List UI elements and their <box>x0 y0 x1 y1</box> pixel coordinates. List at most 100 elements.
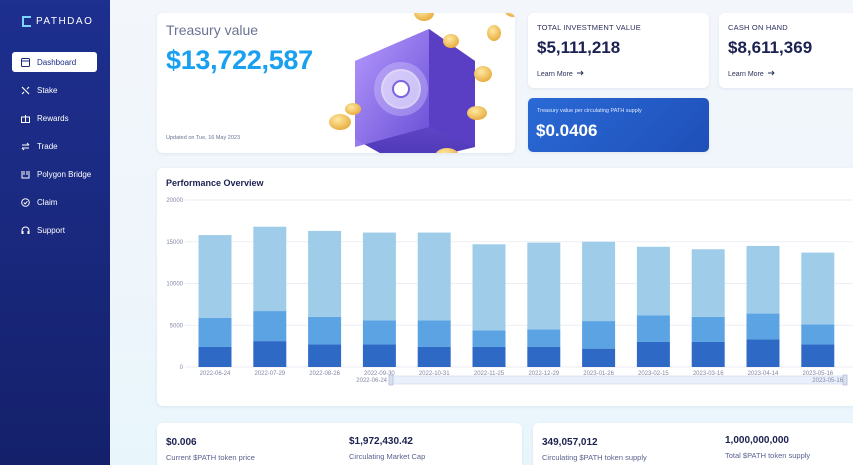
bar-segment <box>582 321 616 349</box>
x-tick-label: 2022-08-26 <box>309 371 340 377</box>
total-supply-value: 1,000,000,000 <box>725 435 789 446</box>
x-tick-label: 2023-02-15 <box>638 371 669 377</box>
bar-segment <box>472 346 506 367</box>
brand-name: PATHDAO <box>36 16 94 27</box>
sidebar-item-label: Rewards <box>37 113 69 123</box>
zoom-slider-track <box>388 375 848 385</box>
x-tick-label: 2022-10-31 <box>419 371 450 377</box>
bar-segment <box>746 339 780 367</box>
bar-segment <box>472 244 506 331</box>
treasury-updated: Updated on Tue, 16 May 2023 <box>166 135 240 141</box>
sidebar-item-label: Dashboard <box>37 57 77 67</box>
zoom-slider-handle-left[interactable] <box>388 374 394 386</box>
performance-chart: 0 5000 10000 15000 20000 2022-06-24 2022-07-29… <box>166 198 853 386</box>
cash-on-hand-card: CASH ON HAND $8,611,369 Learn More <box>719 13 853 88</box>
bar-segment <box>308 344 342 367</box>
x-tick-label: 2023-04-14 <box>748 371 779 377</box>
x-tick-label: 2023-05-16 <box>802 371 833 377</box>
logo-icon <box>22 16 31 27</box>
market-cap-value: $1,972,430.42 <box>349 436 413 447</box>
bar-segment <box>417 320 451 347</box>
cash-learn-more-link[interactable]: Learn More <box>728 70 775 78</box>
investment-value: $5,111,218 <box>537 38 621 57</box>
sidebar-item-label: Stake <box>37 85 58 95</box>
y-tick-label: 15000 <box>166 240 183 246</box>
sidebar-item-label: Polygon Bridge <box>37 169 92 179</box>
bar-segment <box>691 249 725 317</box>
stake-icon <box>21 86 30 95</box>
treasury-per-path-card: Treasury value per circulating PATH supp… <box>528 98 709 152</box>
check-circle-icon <box>21 197 30 207</box>
sidebar-item-polygon-bridge[interactable]: Polygon Bridge <box>12 164 97 184</box>
bar-segment <box>527 242 561 330</box>
bar-segment <box>582 348 616 367</box>
x-tick-label: 2022-09-30 <box>364 371 395 377</box>
sidebar-nav: Dashboard Stake Rewards Trade Polygon Br… <box>12 52 97 248</box>
sidebar-item-rewards[interactable]: Rewards <box>12 108 97 128</box>
zoom-slider-handle-right[interactable] <box>842 374 848 386</box>
investment-learn-more-link[interactable]: Learn More <box>537 70 584 78</box>
y-tick-label: 0 <box>180 365 184 371</box>
sidebar-item-claim[interactable]: Claim <box>12 192 97 212</box>
bar-segment <box>801 252 835 325</box>
performance-title: Performance Overview <box>166 178 264 188</box>
bar-segment <box>198 235 232 318</box>
bar-segment <box>362 320 396 345</box>
learn-more-label: Learn More <box>537 70 573 78</box>
bar-segment <box>362 344 396 367</box>
token-price-caption: Current $PATH token price <box>166 453 255 462</box>
cash-value: $8,611,369 <box>728 38 813 57</box>
arrow-right-icon <box>767 70 775 78</box>
headset-icon <box>21 226 30 235</box>
y-tick-label: 5000 <box>170 323 184 329</box>
investment-title: TOTAL INVESTMENT VALUE <box>537 23 642 32</box>
sidebar-item-stake[interactable]: Stake <box>12 80 97 100</box>
bar-segment <box>308 316 342 345</box>
performance-card: Performance Overview 0 5000 10000 15000 2000… <box>157 168 853 406</box>
x-tick-label: 2023-03-16 <box>693 371 724 377</box>
vault-illustration <box>329 13 515 153</box>
zoom-slider-end-label: 2023-05-16 <box>812 378 843 384</box>
sidebar-item-label: Claim <box>37 197 58 207</box>
bar-segment <box>198 346 232 367</box>
bar-segment <box>253 226 287 312</box>
sidebar: PATHDAO Dashboard Stake Rewards Trade <box>0 0 110 465</box>
learn-more-label: Learn More <box>728 70 764 78</box>
zoom-slider-start-label: 2022-06-24 <box>356 378 387 384</box>
cash-title: CASH ON HAND <box>728 23 788 32</box>
bar-segment <box>636 246 670 316</box>
treasury-value: $13,722,587 <box>166 45 313 75</box>
bar-segment <box>746 245 780 314</box>
token-price-card: $0.006 Current $PATH token price $1,972,… <box>157 423 522 465</box>
bar-segment <box>527 329 561 347</box>
bar-segment <box>472 330 506 347</box>
bar-segment <box>636 341 670 367</box>
token-price-value: $0.006 <box>166 437 197 448</box>
bar-segment <box>362 232 396 321</box>
bar-segment <box>691 316 725 342</box>
y-tick-label: 20000 <box>166 198 183 204</box>
arrow-right-icon <box>576 70 584 78</box>
token-supply-card: 349,057,012 Circulating $PATH token supp… <box>533 423 853 465</box>
circulating-supply-value: 349,057,012 <box>542 437 598 448</box>
x-tick-label: 2023-01-26 <box>583 371 614 377</box>
treasury-label: Treasury value <box>166 22 259 38</box>
brand-logo[interactable]: PATHDAO <box>22 16 93 27</box>
sidebar-item-label: Trade <box>37 141 58 151</box>
x-tick-label: 2022-07-29 <box>254 371 285 377</box>
bar-segment <box>198 317 232 347</box>
bar-segment <box>308 230 342 317</box>
total-supply-caption: Total $PATH token supply <box>725 451 811 460</box>
x-tick-label: 2022-06-24 <box>200 371 231 377</box>
circulating-supply-caption: Circulating $PATH token supply <box>542 453 647 462</box>
dashboard-icon <box>21 57 30 67</box>
total-investment-card: TOTAL INVESTMENT VALUE $5,111,218 Learn … <box>528 13 709 88</box>
sidebar-item-support[interactable]: Support <box>12 220 97 240</box>
bar-segment <box>746 313 780 340</box>
x-tick-label: 2022-11-25 <box>474 371 505 377</box>
bar-segment <box>527 346 561 367</box>
sidebar-item-dashboard[interactable]: Dashboard <box>12 52 97 72</box>
bar-segment <box>417 346 451 367</box>
bar-segment <box>801 324 835 345</box>
sidebar-item-trade[interactable]: Trade <box>12 136 97 156</box>
